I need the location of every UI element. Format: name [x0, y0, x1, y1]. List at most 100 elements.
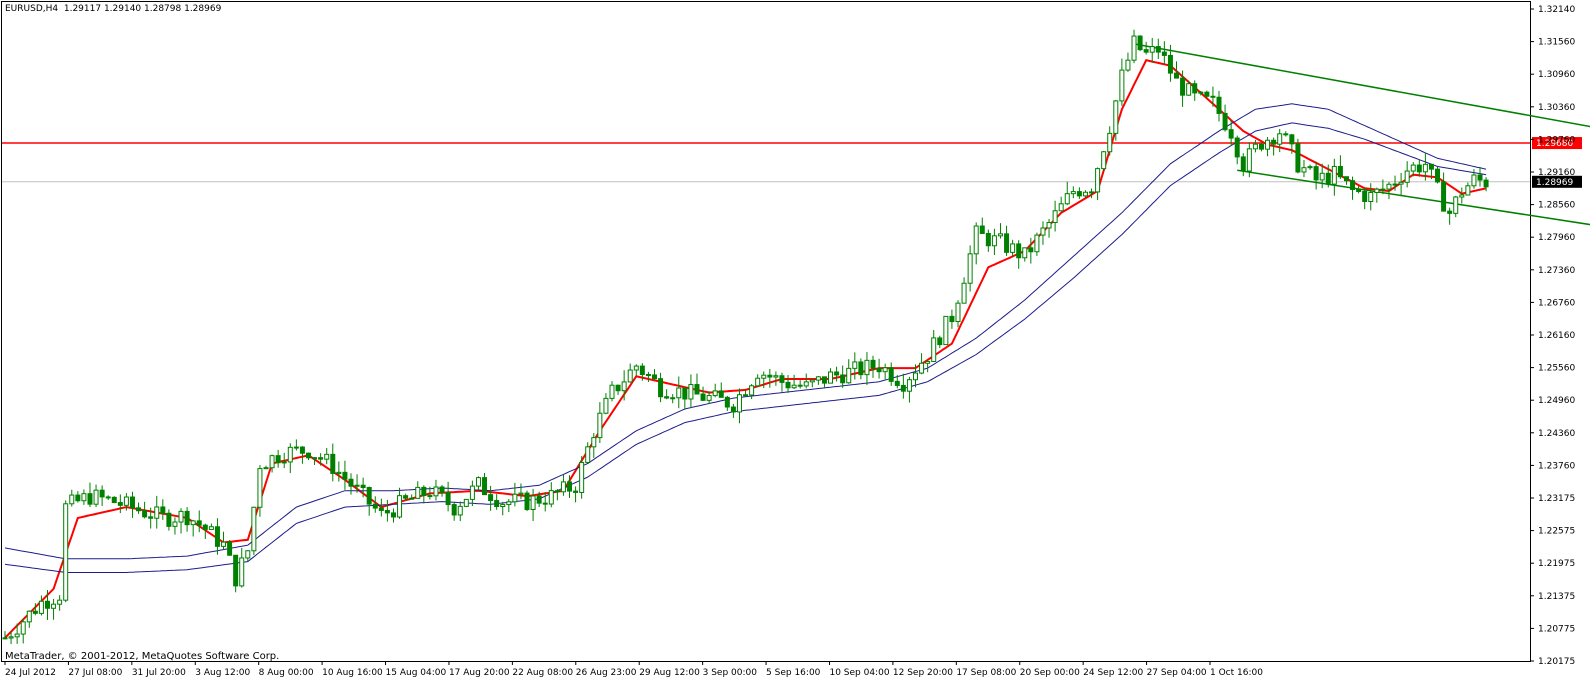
- candle-body: [239, 557, 245, 587]
- candle-body: [1289, 134, 1295, 145]
- candle-body: [1180, 77, 1186, 96]
- candle-body: [1143, 49, 1149, 53]
- time-axis: 24 Jul 2012 27 Jul 08:00 31 Jul 20:00 3 Aug…: [4, 661, 1263, 678]
- candle-body: [906, 379, 912, 392]
- candle-body: [69, 494, 75, 505]
- candle-body: [597, 412, 603, 439]
- candle-body: [1034, 234, 1040, 253]
- candle-body: [1022, 247, 1028, 259]
- candle-body: [870, 359, 876, 369]
- candle-body: [488, 494, 494, 502]
- candle-body: [712, 390, 718, 397]
- candle-body: [585, 446, 591, 463]
- time-tick-label: 17 Sep 08:00: [956, 668, 1016, 678]
- candle-body: [1265, 139, 1271, 150]
- candle-body: [1307, 166, 1313, 169]
- candle-body: [342, 471, 348, 480]
- candle-body: [1107, 132, 1113, 153]
- candle-body: [955, 302, 961, 323]
- time-tick-label: 29 Aug 12:00: [639, 668, 700, 678]
- candle-body: [336, 471, 342, 474]
- candle-body: [439, 486, 445, 494]
- candle-body: [1374, 188, 1380, 193]
- price-tick-label: 1.20175: [1538, 657, 1575, 667]
- candle-body: [166, 512, 172, 527]
- candle-body: [1052, 210, 1058, 224]
- candle-body: [1343, 176, 1349, 182]
- candle-body: [360, 484, 366, 488]
- candle-body: [979, 225, 985, 234]
- candle-body: [14, 633, 20, 638]
- candle-body: [93, 489, 99, 505]
- price-tick-label: 1.26760: [1538, 298, 1575, 308]
- candle-body: [178, 510, 184, 523]
- candle-body: [26, 610, 32, 623]
- candle-body: [57, 599, 63, 605]
- candle-body: [221, 541, 227, 547]
- candle-body: [1483, 179, 1489, 188]
- candle-body: [1058, 203, 1064, 212]
- candle-body: [985, 232, 991, 247]
- copyright-label: MetaTrader, © 2001-2012, MetaQuotes Soft…: [5, 651, 280, 662]
- candle-body: [730, 406, 736, 413]
- candle-body: [858, 361, 864, 376]
- candle-body: [299, 446, 305, 454]
- candle-body: [275, 455, 281, 464]
- candle-body: [1070, 191, 1076, 195]
- current-price-label: 1.28969: [1536, 178, 1573, 188]
- candle-body: [700, 393, 706, 401]
- candle-body: [997, 233, 1003, 237]
- candle-body: [913, 372, 918, 381]
- candle-body: [8, 636, 14, 639]
- candle-body: [1167, 54, 1173, 74]
- candle-body: [142, 510, 148, 518]
- candle-body: [1161, 51, 1167, 56]
- candle-body: [1076, 191, 1082, 197]
- candle-body: [967, 253, 973, 284]
- candle-body: [482, 477, 488, 496]
- candle-body: [469, 485, 475, 500]
- candle-body: [1453, 196, 1459, 214]
- candle-body: [779, 375, 785, 383]
- candle-body: [451, 504, 457, 516]
- candle-body: [1337, 165, 1343, 178]
- price-tick-label: 1.27360: [1538, 266, 1575, 276]
- candle-body: [172, 521, 178, 527]
- candle-body: [840, 374, 846, 384]
- candle-body: [1186, 83, 1192, 96]
- candle-body: [433, 486, 439, 497]
- candle-body: [991, 235, 997, 247]
- candle-body: [1204, 91, 1210, 97]
- time-tick-label: 8 Aug 00:00: [259, 668, 314, 678]
- candle-body: [312, 457, 318, 460]
- candle-body: [560, 481, 566, 493]
- symbol-label: EURUSD,H4: [5, 4, 59, 14]
- candle-body: [1416, 164, 1422, 173]
- candle-body: [1404, 170, 1410, 183]
- candle-body: [639, 365, 645, 375]
- time-tick-label: 27 Sep 04:00: [1147, 668, 1207, 678]
- candle-body: [518, 492, 524, 495]
- candle-body: [925, 360, 931, 364]
- price-tick-label: 1.22575: [1538, 527, 1575, 537]
- candle-body: [1428, 163, 1434, 170]
- candle-body: [809, 379, 815, 383]
- candle-body: [184, 510, 190, 526]
- candle-body: [694, 384, 700, 395]
- candle-body: [949, 315, 955, 323]
- price-tick-label: 1.31560: [1538, 38, 1575, 48]
- candle-body: [1101, 151, 1107, 170]
- candle-body: [251, 506, 257, 552]
- candle-body: [1331, 165, 1337, 185]
- candle-body: [427, 495, 433, 498]
- candle-body: [366, 486, 372, 505]
- candle-body: [348, 478, 354, 487]
- candle-body: [919, 362, 925, 374]
- price-tick-label: 1.23760: [1538, 461, 1575, 471]
- candle-body: [445, 492, 451, 506]
- time-tick-label: 17 Aug 20:00: [449, 668, 510, 678]
- candle-body: [148, 516, 154, 519]
- candle-body: [1174, 72, 1180, 79]
- candle-body: [500, 504, 506, 508]
